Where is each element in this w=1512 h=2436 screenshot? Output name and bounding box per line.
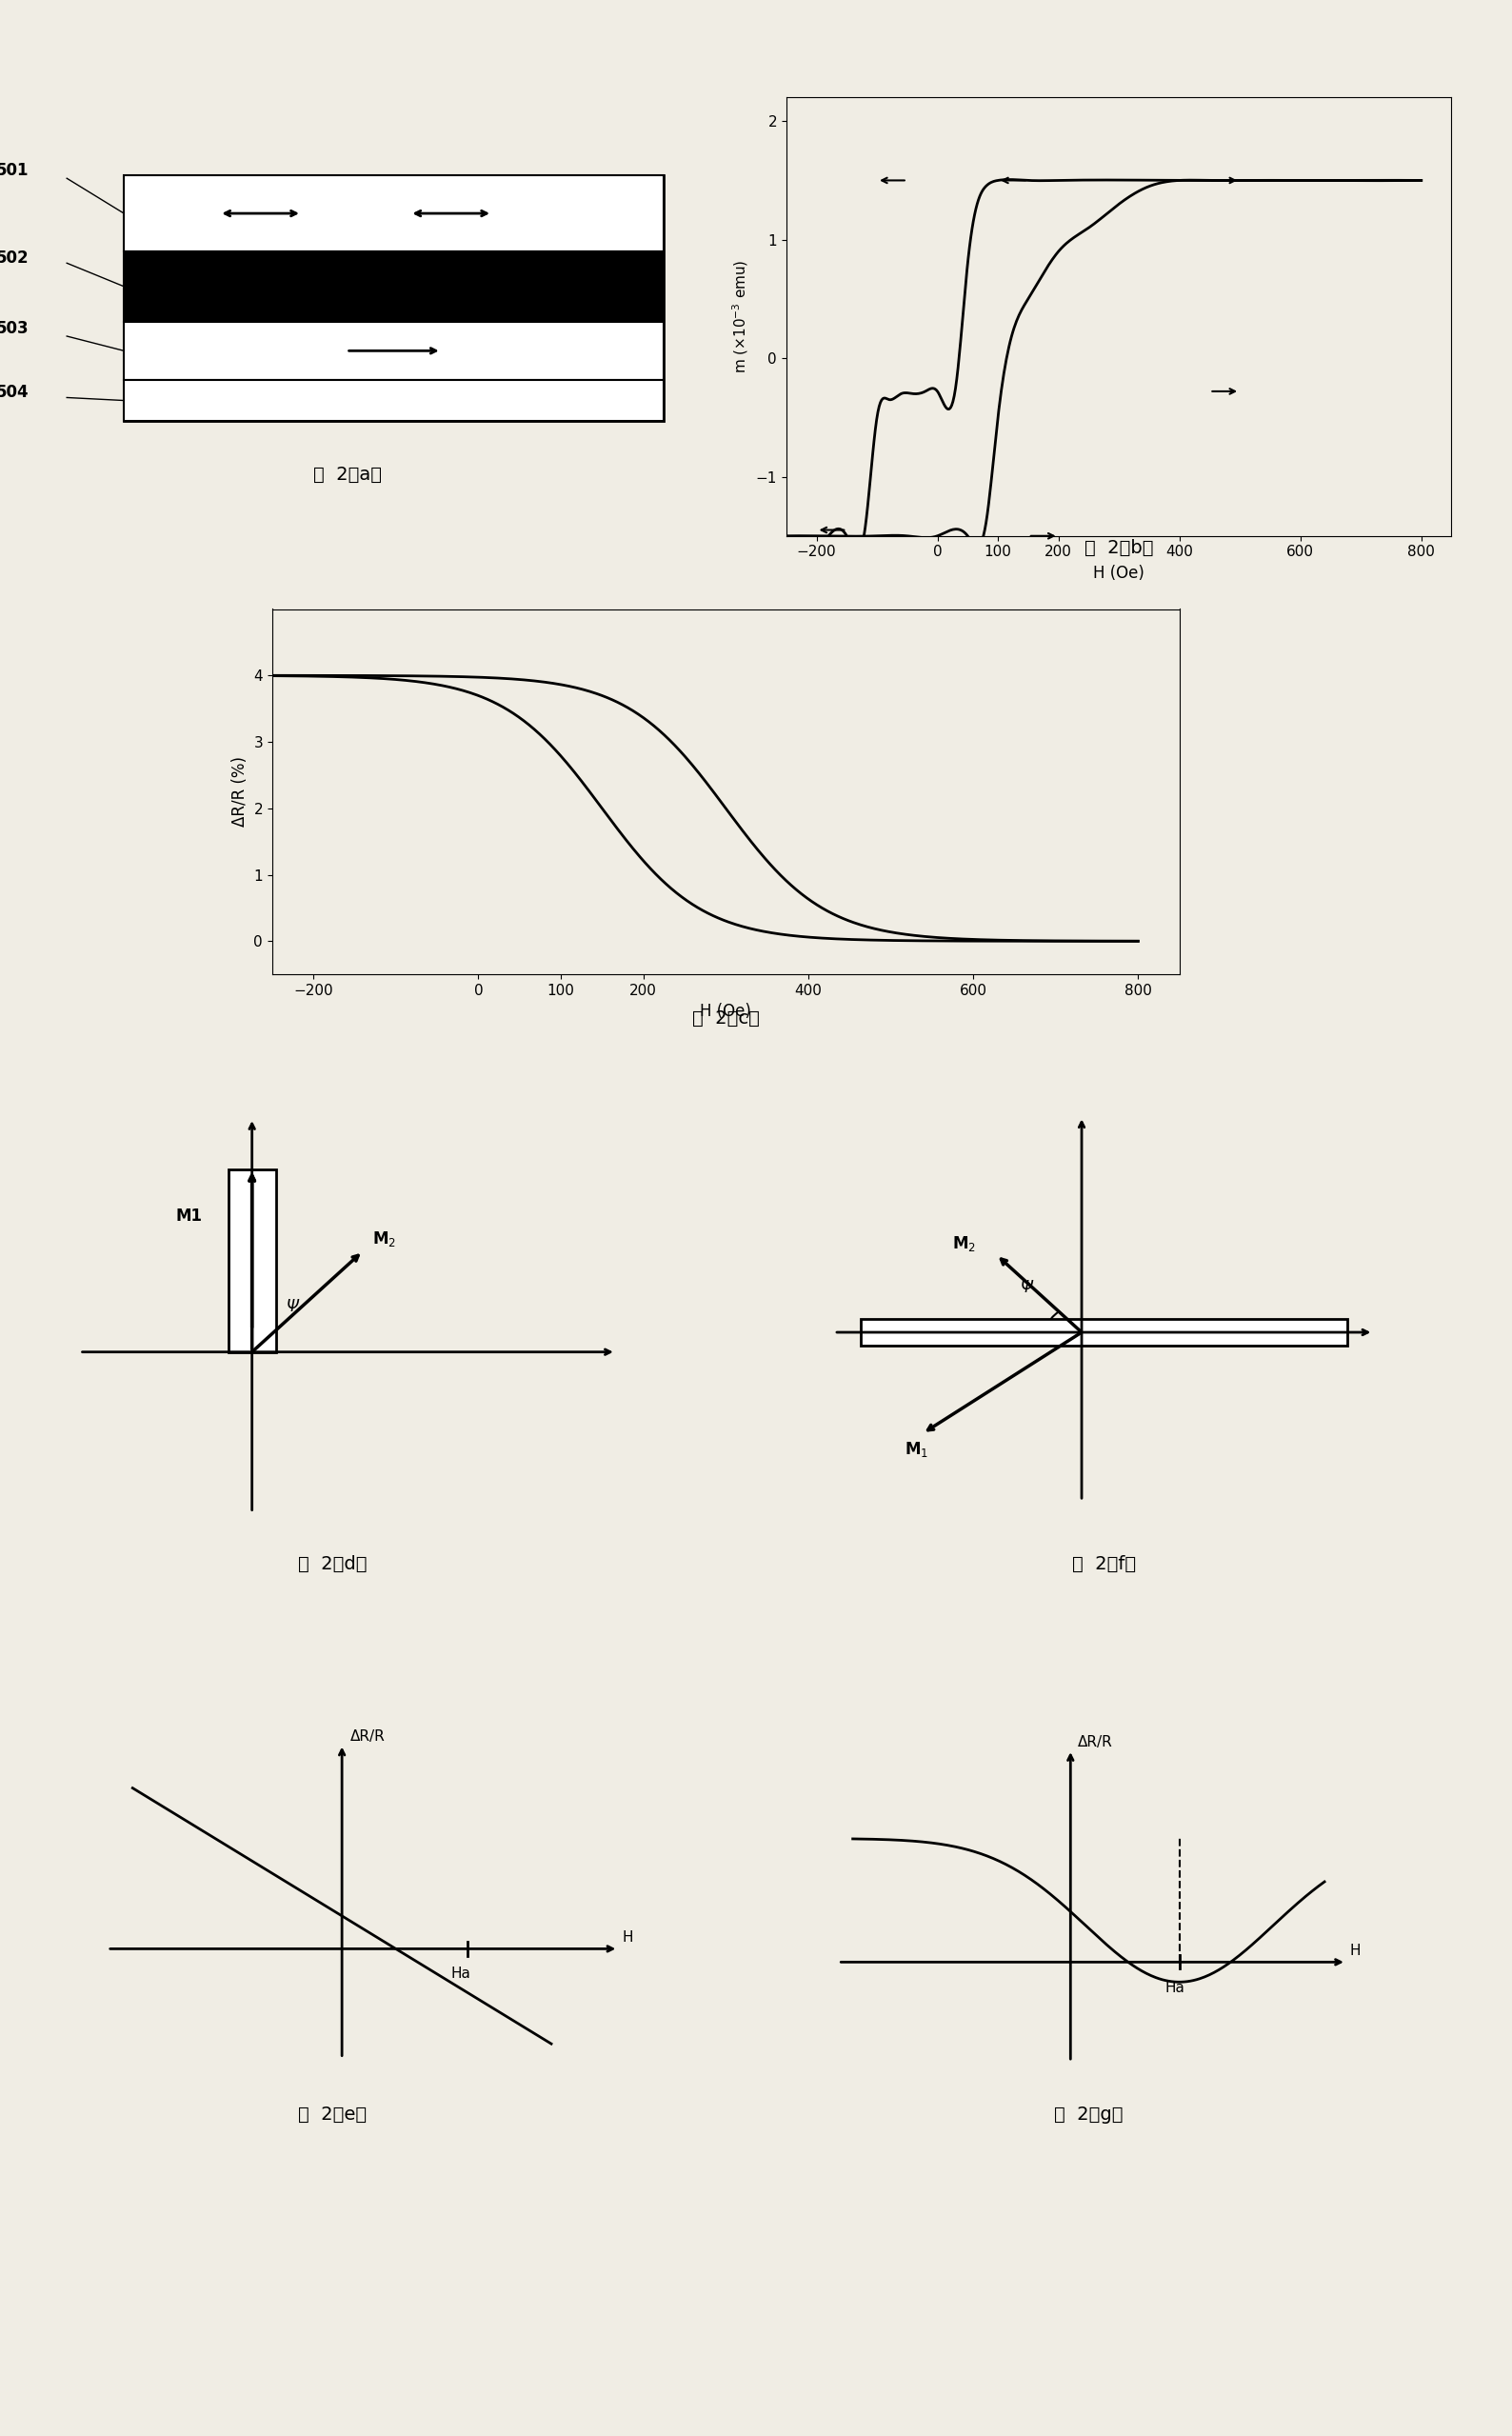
Text: Ψ: Ψ (1019, 1279, 1033, 1296)
Y-axis label: ΔR/R (%): ΔR/R (%) (231, 758, 248, 826)
Text: 图  2（f）: 图 2（f） (1072, 1554, 1136, 1574)
Text: Ha: Ha (451, 1966, 470, 1980)
Text: Ψ: Ψ (286, 1298, 298, 1315)
Text: M1: M1 (175, 1208, 203, 1225)
Bar (124, 251, 664, 322)
Text: 图  2（d）: 图 2（d） (298, 1554, 367, 1574)
Bar (124, 175, 664, 251)
Bar (228, 1169, 275, 1352)
Text: M$_1$: M$_1$ (904, 1440, 928, 1459)
Y-axis label: m (×10$^{-3}$ emu): m (×10$^{-3}$ emu) (730, 261, 750, 373)
Text: M$_2$: M$_2$ (953, 1233, 977, 1252)
Text: 图  2（a）: 图 2（a） (313, 465, 383, 485)
Text: H: H (1350, 1944, 1361, 1959)
Text: ΔR/R: ΔR/R (1078, 1734, 1113, 1749)
Text: M$_2$: M$_2$ (372, 1230, 396, 1250)
X-axis label: H (Oe): H (Oe) (1093, 565, 1145, 582)
Text: H: H (623, 1929, 634, 1944)
Bar (860, 1318, 1347, 1345)
Text: 503: 503 (0, 319, 29, 336)
Text: 图  2（g）: 图 2（g） (1054, 2105, 1123, 2124)
Bar (124, 380, 664, 421)
Bar (124, 322, 664, 380)
Text: 502: 502 (0, 251, 29, 268)
Text: 501: 501 (0, 163, 29, 180)
Text: 图  2（c）: 图 2（c） (692, 1009, 759, 1028)
Text: 504: 504 (0, 385, 29, 402)
Bar (124, 175, 664, 421)
X-axis label: H (Oe): H (Oe) (700, 1004, 751, 1021)
Text: 图  2（b）: 图 2（b） (1084, 538, 1154, 558)
Text: 图  2（e）: 图 2（e） (298, 2105, 367, 2124)
Text: ΔR/R: ΔR/R (351, 1730, 386, 1744)
Text: Ha: Ha (1164, 1980, 1185, 1995)
